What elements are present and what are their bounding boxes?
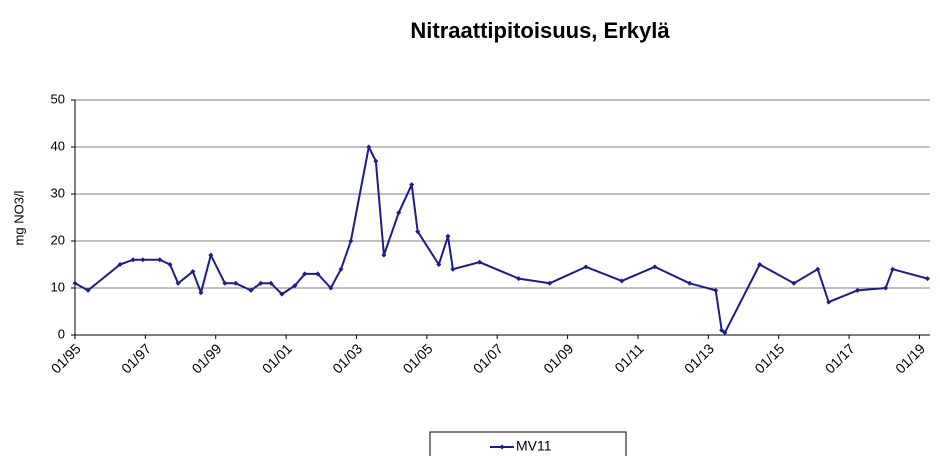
data-point xyxy=(233,280,239,286)
data-point xyxy=(208,252,214,258)
data-point xyxy=(292,283,298,289)
data-point xyxy=(338,266,344,272)
data-point xyxy=(815,266,821,272)
data-point xyxy=(258,280,264,286)
data-point xyxy=(248,287,254,293)
y-tick-label: 40 xyxy=(51,138,65,153)
x-tick-label: 01/07 xyxy=(470,340,506,376)
data-point xyxy=(547,280,553,286)
data-point xyxy=(315,271,321,277)
data-point xyxy=(348,238,354,244)
y-tick-label: 20 xyxy=(51,232,65,247)
data-point xyxy=(757,262,763,267)
x-tick-label: 01/09 xyxy=(540,340,576,376)
data-point xyxy=(925,276,931,282)
data-point xyxy=(450,266,456,272)
data-point xyxy=(167,262,173,267)
data-point xyxy=(175,280,181,286)
data-point xyxy=(445,233,451,239)
data-point xyxy=(855,287,861,293)
x-tick-label: 01/15 xyxy=(751,340,787,376)
data-point xyxy=(516,276,522,282)
x-tick-label: 01/13 xyxy=(681,340,717,376)
data-point xyxy=(328,285,334,291)
data-point xyxy=(826,299,832,305)
x-tick-label: 01/17 xyxy=(822,340,858,376)
data-point xyxy=(72,280,78,286)
data-line xyxy=(74,146,928,334)
y-tick-label: 0 xyxy=(58,326,65,341)
x-tick-label: 01/03 xyxy=(329,340,365,376)
legend-box xyxy=(429,431,627,456)
x-tick-label: 01/19 xyxy=(892,340,928,376)
x-tick-label: 01/01 xyxy=(259,340,295,376)
data-point xyxy=(198,290,204,296)
y-tick-label: 10 xyxy=(51,279,65,294)
data-point xyxy=(366,144,372,150)
data-point xyxy=(713,287,719,293)
data-point xyxy=(409,182,415,188)
data-point xyxy=(302,271,308,277)
data-point xyxy=(687,280,693,286)
data-point xyxy=(583,264,589,270)
x-tick-label: 01/99 xyxy=(188,340,224,376)
data-point xyxy=(268,280,274,286)
data-point xyxy=(190,269,196,275)
data-point xyxy=(117,262,123,267)
data-point xyxy=(130,257,136,263)
legend-label: MV11 xyxy=(516,438,552,454)
data-point xyxy=(619,278,625,284)
data-point xyxy=(477,259,483,265)
data-point xyxy=(157,257,163,263)
data-point xyxy=(791,280,797,286)
data-point xyxy=(381,252,387,258)
y-tick-label: 50 xyxy=(51,91,65,106)
data-point xyxy=(652,264,658,270)
x-tick-label: 01/95 xyxy=(48,340,84,376)
x-tick-label: 01/05 xyxy=(399,340,435,376)
x-tick-label: 01/97 xyxy=(118,340,154,376)
data-point xyxy=(222,280,228,286)
legend-marker xyxy=(499,444,505,450)
data-point xyxy=(722,330,728,336)
data-point xyxy=(396,210,402,216)
data-point xyxy=(279,291,285,297)
data-point xyxy=(373,158,379,164)
data-point xyxy=(415,229,421,235)
data-point xyxy=(719,327,725,333)
y-axis-label: mg NO3/l xyxy=(11,190,26,245)
x-tick-label: 01/11 xyxy=(611,340,647,376)
data-point xyxy=(436,262,442,267)
y-tick-label: 30 xyxy=(51,185,65,200)
data-point xyxy=(85,287,91,293)
chart-title: Nitraattipitoisuus, Erkylä xyxy=(410,18,670,43)
data-point xyxy=(890,266,896,272)
data-point xyxy=(140,257,146,263)
data-point xyxy=(883,285,889,291)
